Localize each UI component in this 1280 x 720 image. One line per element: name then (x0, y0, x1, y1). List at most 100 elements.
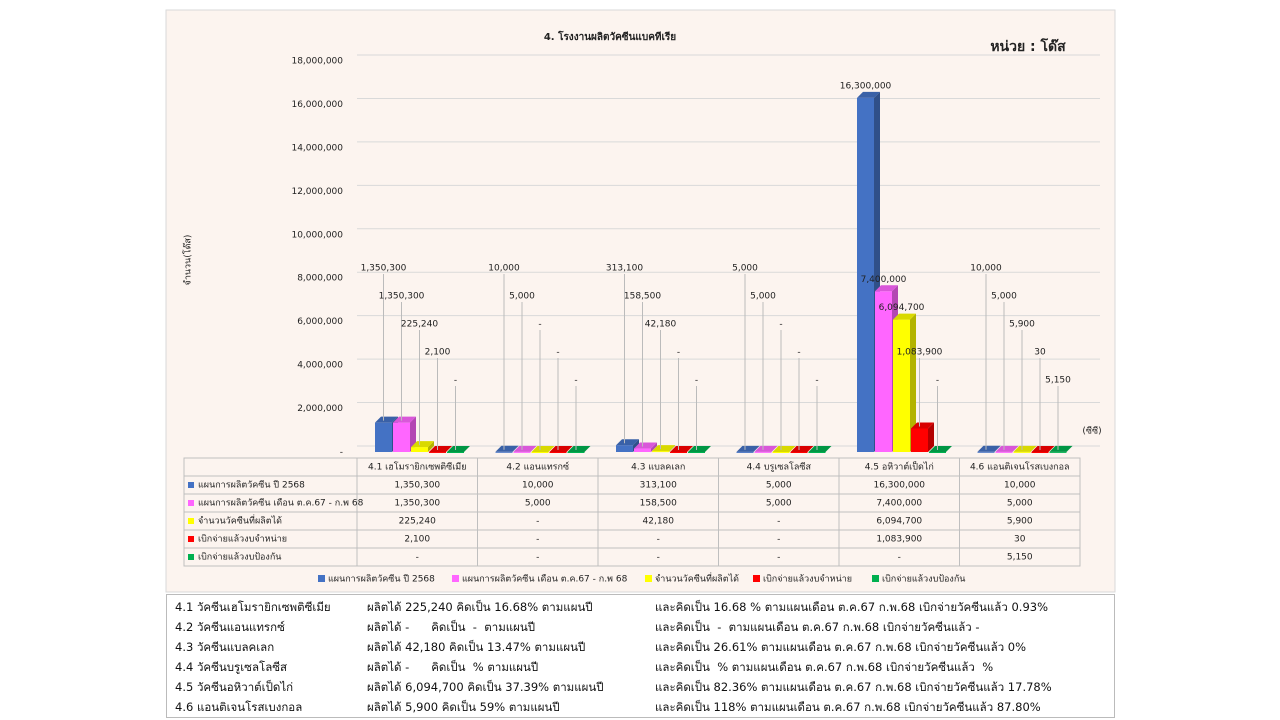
value-label: - (556, 348, 559, 358)
value-label: - (454, 376, 457, 386)
legend-label: เบิกจ่ายแล้วงบป้องกัน (882, 574, 965, 585)
x-tick-label: 4.6 แอนติเจนโรสเบงกอล (970, 462, 1070, 473)
bar-top (911, 422, 934, 429)
bar-group (670, 446, 693, 453)
unit-note: หน่วย : โด๊ส (990, 37, 1066, 55)
summary-text: 4.3 วัคซีนแบลคเลก (175, 640, 275, 654)
summary-text: และคิดเป็น 26.61% ตามแผนเดือน ต.ค.67 ก.พ… (655, 640, 1027, 654)
bar-group (736, 445, 760, 453)
bar (995, 451, 1013, 453)
bar-group (549, 446, 573, 453)
summary-text: 4.2 วัคซีนแอนแทรกซ์ (175, 620, 285, 634)
bar-top (634, 442, 657, 449)
x-tick-label: 4.3 แบลคเลก (631, 463, 685, 473)
bar-group (447, 446, 470, 453)
bar-top (549, 446, 573, 452)
table-row-header: เบิกจ่ายแล้วงบจำหน่าย (198, 534, 287, 545)
summary-text: 4.6 แอนติเจนโรสเบงกอล (175, 700, 303, 714)
bar-top (893, 313, 916, 320)
table-cell: 5,000 (1007, 499, 1033, 509)
value-label: 2,100 (425, 348, 451, 358)
value-label: 6,094,700 (879, 303, 925, 313)
bar-top (393, 416, 416, 423)
bar-top (429, 445, 452, 452)
bar (1013, 451, 1031, 453)
legend-label: แผนการผลิตวัคซีน ปี 2568 (328, 574, 435, 585)
table-cell: 5,000 (766, 481, 792, 491)
table-cell: - (657, 535, 660, 545)
value-label: 42,180 (645, 320, 677, 330)
y-tick-label: 6,000,000 (297, 317, 343, 327)
bar-top (1013, 445, 1037, 452)
table-cell: 6,094,700 (876, 517, 922, 527)
value-label: - (574, 376, 577, 386)
table-cell: 1,350,300 (394, 481, 440, 491)
table-cell: 10,000 (522, 481, 554, 491)
bar-top (688, 446, 711, 452)
bar (772, 452, 790, 453)
bar-group (1031, 445, 1055, 453)
value-label: - (797, 348, 800, 358)
table-cell: 42,180 (643, 517, 675, 527)
bar (567, 452, 585, 453)
value-label: - (779, 320, 782, 330)
bar-top (736, 445, 760, 452)
legend-swatch (753, 575, 760, 582)
value-label: - (538, 320, 541, 330)
table-cell: 5,900 (1007, 517, 1033, 527)
bar (688, 452, 705, 453)
y-tick-label: 2,000,000 (297, 404, 343, 414)
y-tick-label: 18,000,000 (291, 57, 343, 67)
bar-top (977, 445, 1001, 452)
summary-text: และคิดเป็น - ตามแผนเดือน ต.ค.67 ก.พ.68 เ… (655, 620, 980, 634)
y-tick-label: 4,000,000 (297, 361, 343, 371)
bar-top (790, 446, 814, 452)
bar-side (910, 313, 916, 452)
summary-text: ผลิตได้ 225,240 คิดเป็น 16.68% ตามแผนปี (367, 600, 593, 614)
bar (1031, 451, 1049, 453)
legend-swatch (452, 575, 459, 582)
bar-top (495, 445, 519, 452)
table-cell: 225,240 (399, 517, 436, 527)
value-label: - (695, 376, 698, 386)
value-label: - (815, 376, 818, 386)
x-tick-label: 4.5 อหิวาต์เป็ดไก่ (865, 460, 934, 473)
bar-top (1031, 445, 1055, 452)
bar-side (669, 445, 675, 452)
x-tick-label: 4.2 แอนแทรกซ์ (506, 461, 569, 473)
bar-group (567, 446, 591, 453)
value-label: 158,500 (624, 292, 661, 302)
value-label: 5,900 (1009, 320, 1035, 330)
bar (652, 451, 669, 453)
summary-text: ผลิตได้ - คิดเป็น % ตามแผนปี (367, 660, 539, 674)
x-unit: (ซีซี) (1082, 426, 1101, 437)
summary-text: ผลิตได้ 5,900 คิดเป็น 59% ตามแผนปี (367, 700, 560, 714)
table-cell: - (536, 553, 539, 563)
bar-group (772, 446, 796, 453)
value-label: 5,150 (1045, 376, 1071, 386)
legend-label: เบิกจ่ายแล้วงบจำหน่าย (763, 574, 852, 585)
bar (447, 452, 464, 453)
bar-group (911, 422, 934, 452)
table-row-header: แผนการผลิตวัคซีน ปี 2568 (198, 480, 305, 491)
table-cell: 1,083,900 (876, 535, 922, 545)
table-cell: - (777, 553, 780, 563)
table-cell: 5,000 (766, 499, 792, 509)
summary-text: และคิดเป็น 118% ตามแผนเดือน ต.ค.67 ก.พ.6… (655, 700, 1041, 714)
bar-top (754, 445, 778, 452)
bar-top (857, 91, 880, 98)
bar-top (1049, 445, 1073, 452)
table-cell: 10,000 (1004, 481, 1036, 491)
value-label: - (677, 348, 680, 358)
y-tick-label: 10,000,000 (291, 230, 343, 240)
bar (495, 451, 513, 453)
value-label: 1,350,300 (379, 292, 425, 302)
bar-group (429, 445, 452, 453)
bar-side (1012, 445, 1019, 452)
value-label: 1,083,900 (897, 348, 943, 358)
summary-text: 4.1 วัคซีนเฮโมรายิกเซพติซีเมีย (175, 600, 331, 614)
bar-top (929, 446, 952, 452)
value-label: 5,000 (991, 292, 1017, 302)
bar-top (808, 446, 832, 452)
bar-side (1066, 445, 1073, 452)
